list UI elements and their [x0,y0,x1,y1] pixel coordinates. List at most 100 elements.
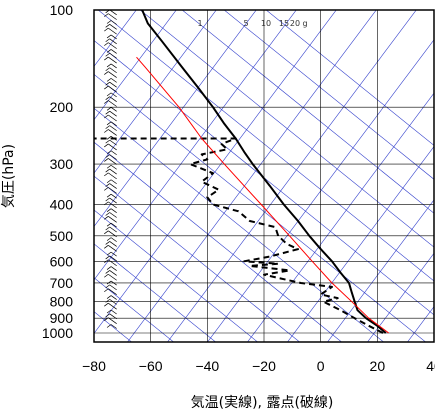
wind-barb-staff [108,42,117,49]
wind-barb-staff [108,114,117,122]
wind-barb [106,150,117,156]
wind-barb [104,158,117,165]
temperature-line [141,10,387,334]
y-tick-label: 1000 [42,325,73,341]
x-tick-label: −20 [252,358,276,374]
wind-barb-flag [104,42,109,46]
wind-barb-staff [108,201,117,209]
wind-barb-staff [110,237,117,242]
wind-barb-staff [109,241,117,247]
mixing-ratio-labels: 1 5 10 15 20 g [197,19,307,28]
wind-barb [105,110,117,117]
wind-barb-staff [109,96,117,102]
wind-barb-flag [106,136,112,140]
wind-barb [106,20,117,25]
wind-barb-flag [106,164,112,169]
wind-barb [104,42,117,49]
wind-barb-staff [108,129,117,136]
wind-barb-flag [105,96,110,100]
wind-barb [105,226,117,233]
dry-adiabat [94,141,343,342]
wind-barb-staff [110,34,117,40]
wind-barb-flag [104,216,109,220]
wind-barb [104,317,117,324]
series-layer [94,10,389,334]
wind-barb-staff [108,71,117,78]
wind-barb [105,313,117,320]
wind-barb-staff [109,212,117,218]
wind-barb [104,302,117,310]
wind-barb-flag [106,121,112,126]
isotherm [287,145,434,342]
wind-barb-staff [109,81,117,88]
wind-barb-staff [109,197,117,204]
y-tick-label: 500 [50,228,74,244]
grid-lines [93,9,435,342]
wind-barb-flag [106,49,112,53]
wind-barb-flag [105,270,110,274]
wind-barb [105,139,117,146]
dry-adiabat [97,10,434,282]
wind-barb-flag [105,197,110,202]
wind-barb [104,216,117,223]
wind-barb-staff [108,13,117,20]
wind-barb-staff [109,38,117,45]
isotherm [247,92,434,342]
wind-barb-flag [104,187,109,191]
wind-barb-staff [110,208,117,213]
wind-barb-flag [104,85,109,90]
wind-barb [105,67,117,74]
mixing-ratio-label: g [302,19,307,28]
wind-barb [105,38,117,45]
wind-barb-flag [105,110,110,115]
wind-barb [106,295,117,300]
wind-barb [104,129,117,136]
wind-barb-flag [105,313,110,318]
wind-barb-flag [106,179,112,184]
x-axis-label: 気温(実線), 露点(破線) [191,395,334,411]
wind-barb [104,187,117,194]
wind-barb-staff [108,143,117,151]
wind-barb [106,63,117,69]
wind-barb-flag [106,63,112,68]
wind-barb-flag [106,34,112,39]
wind-barb-staff [109,270,117,276]
wind-barb-staff [110,121,117,127]
wind-barb [104,71,117,78]
wind-barb-flag [106,78,112,82]
x-tick-label: −40 [195,358,219,374]
wind-barb-flag [104,27,109,32]
wind-barb-staff [108,273,117,281]
wind-barb [104,245,117,252]
wind-barb-flag [105,183,110,187]
wind-barb-flag [104,259,109,264]
wind-barb [104,230,117,238]
wind-barb [106,324,117,329]
wind-barb [105,270,117,276]
wind-barb-flag [105,255,110,260]
wind-barb [104,13,117,20]
wind-barb-staff [110,324,117,329]
wind-barb-staff [109,24,117,30]
wind-barb-flag [104,158,109,162]
mixing-ratio-label: 20 [290,19,300,28]
wind-barb-flag [106,295,112,299]
wind-barb [105,212,117,218]
wind-barb-flag [104,273,109,278]
wind-barb-staff [109,52,117,59]
wind-barb-staff [109,110,117,117]
wind-barb [104,85,117,93]
wind-barb-flag [104,71,109,75]
wind-barb [105,284,117,291]
isotherm [94,10,337,334]
wind-barb-staff [108,100,117,107]
wind-barb-flag [104,13,109,17]
dry-adiabat [94,107,385,342]
wind-barb-staff [110,309,117,315]
wind-barb-staff [110,78,117,83]
wind-barb-staff [109,313,117,320]
wind-barb-staff [108,56,117,64]
wind-barb-staff [108,230,117,238]
isotherm [327,199,434,342]
